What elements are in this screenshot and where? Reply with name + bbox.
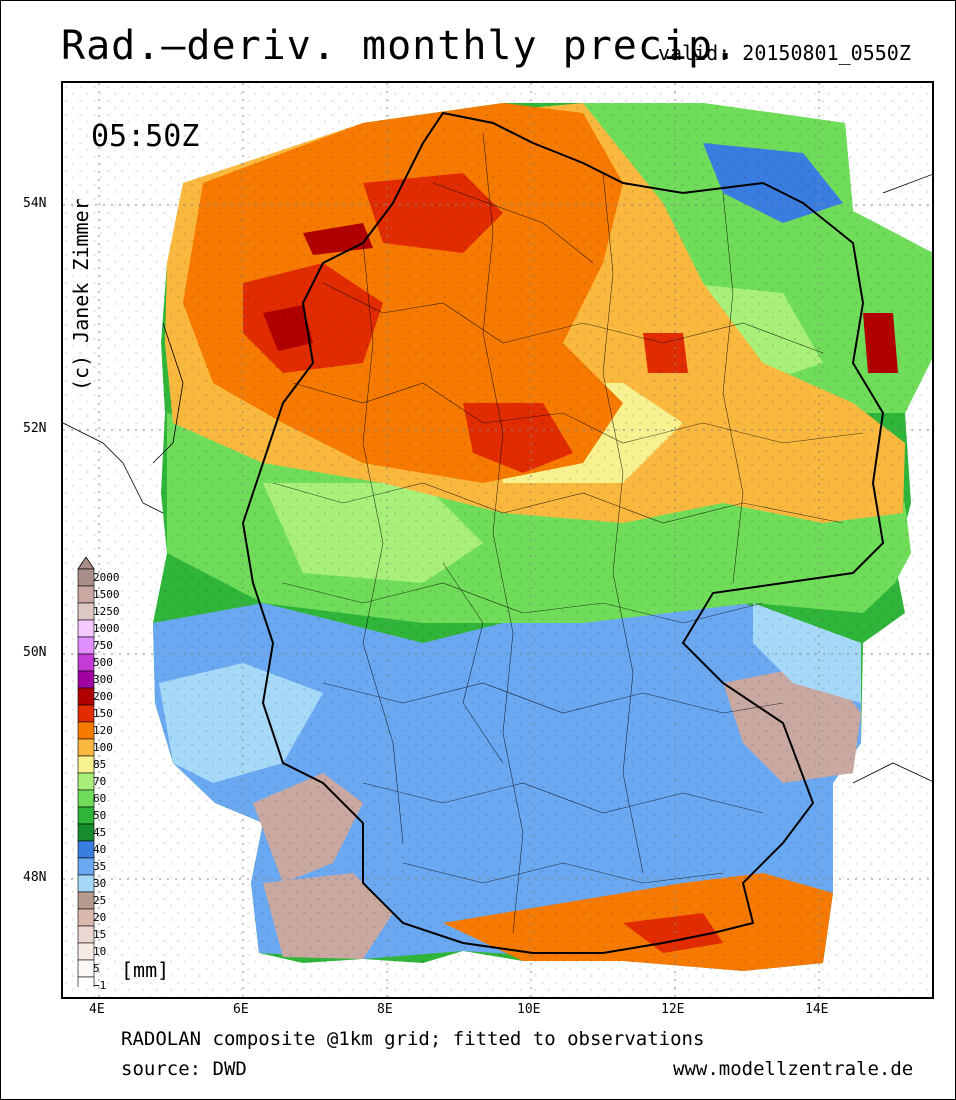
legend-label: 50 — [93, 809, 107, 822]
legend-swatch — [77, 976, 95, 987]
legend-swatch — [77, 585, 95, 604]
legend-swatch — [77, 942, 95, 961]
lat-label-54n: 54N — [23, 196, 47, 211]
legend-swatch — [77, 772, 95, 791]
footer-source: source: DWD — [121, 1058, 247, 1080]
map-panel — [61, 81, 934, 999]
lat-label-50n: 50N — [23, 645, 47, 660]
legend-label: 2000 — [93, 571, 120, 584]
germany-border — [241, 111, 885, 954]
legend-label: 120 — [93, 724, 113, 737]
legend-label: 100 — [93, 741, 113, 754]
time-label: 05:50Z — [91, 119, 200, 154]
lon-label-4e: 4E — [89, 1002, 105, 1017]
legend-swatch — [77, 857, 95, 876]
lon-label-12e: 12E — [661, 1002, 685, 1017]
legend-swatch — [77, 840, 95, 859]
legend-swatch — [77, 670, 95, 689]
valid-time: valid: 20150801_0550Z — [658, 41, 911, 65]
legend-label: 300 — [93, 673, 113, 686]
legend-label: 1250 — [93, 605, 120, 618]
legend-swatch — [77, 636, 95, 655]
lon-label-6e: 6E — [233, 1002, 249, 1017]
legend-unit: [mm] — [121, 958, 170, 982]
legend-label: 1500 — [93, 588, 120, 601]
legend-swatch — [77, 908, 95, 927]
legend-label: 25 — [93, 894, 107, 907]
credit-label: (c) Janek Zimmer — [69, 198, 93, 391]
footer-url: www.modellzentrale.de — [673, 1058, 914, 1080]
legend-swatch — [77, 874, 95, 893]
legend-label: 15 — [93, 928, 107, 941]
lon-label-14e: 14E — [805, 1002, 829, 1017]
texture — [63, 83, 932, 997]
legend-swatch — [77, 687, 95, 706]
lon-label-8e: 8E — [377, 1002, 393, 1017]
neighbour-coasts — [63, 174, 932, 784]
legend-swatch — [77, 823, 95, 842]
legend-label: 85 — [93, 758, 107, 771]
precip-map-svg — [63, 83, 932, 997]
legend-label: 500 — [93, 656, 113, 669]
lon-label-10e: 10E — [517, 1002, 541, 1017]
lat-label-48n: 48N — [23, 870, 47, 885]
figure-title: Rad.–deriv. monthly precip. — [61, 23, 739, 69]
footer-composite-note: RADOLAN composite @1km grid; fitted to o… — [121, 1028, 705, 1050]
legend-label: 40 — [93, 843, 107, 856]
legend-colorbar — [77, 557, 95, 987]
legend-swatch — [77, 755, 95, 774]
legend-label: 45 — [93, 826, 107, 839]
legend-label: 1000 — [93, 622, 120, 635]
legend-label: 35 — [93, 860, 107, 873]
legend-swatch — [77, 653, 95, 672]
legend-label: 750 — [93, 639, 113, 652]
legend-swatch — [77, 721, 95, 740]
graticule — [63, 83, 932, 997]
legend-label: 70 — [93, 775, 107, 788]
legend-label: 200 — [93, 690, 113, 703]
legend-swatch — [77, 959, 95, 978]
legend-swatch — [77, 568, 95, 587]
district-lines — [272, 132, 864, 934]
legend-swatch — [77, 925, 95, 944]
legend-swatch — [77, 602, 95, 621]
legend-swatch — [77, 806, 95, 825]
legend-swatch — [77, 704, 95, 723]
legend-label: −1 — [93, 979, 107, 992]
legend-arrow-top — [77, 557, 95, 570]
legend-label: 5 — [93, 962, 100, 975]
legend-label: 150 — [93, 707, 113, 720]
legend-label: 60 — [93, 792, 107, 805]
lat-label-52n: 52N — [23, 421, 47, 436]
legend-swatch — [77, 738, 95, 757]
legend-label: 10 — [93, 945, 107, 958]
legend-swatch — [77, 789, 95, 808]
legend-swatch — [77, 619, 95, 638]
legend-swatch — [77, 891, 95, 910]
legend-label: 30 — [93, 877, 107, 890]
legend-label: 20 — [93, 911, 107, 924]
